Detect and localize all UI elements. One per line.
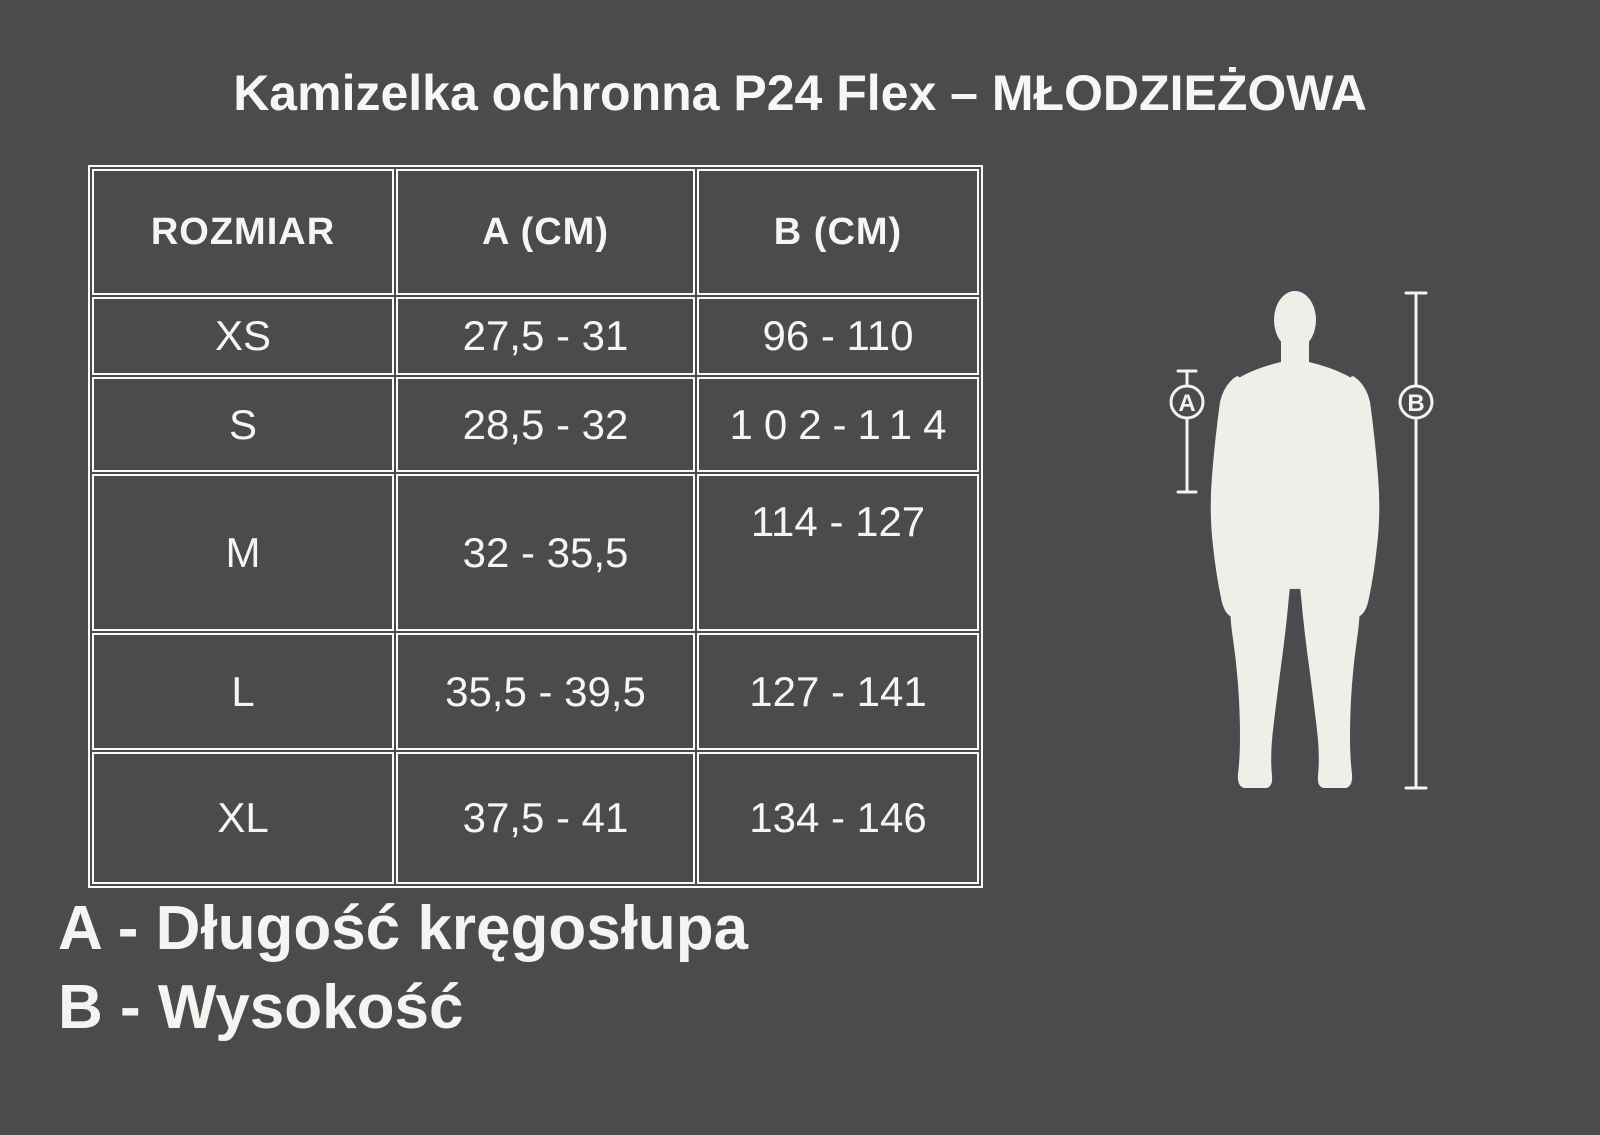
size-cell: M <box>92 474 394 631</box>
table-row: XL 37,5 - 41 134 - 146 <box>92 752 979 884</box>
b-cm-cell: 114 - 127 <box>697 474 979 631</box>
marker-a-label: A <box>1178 390 1195 417</box>
table-row: XS 27,5 - 31 96 - 110 <box>92 297 979 375</box>
a-cm-cell: 32 - 35,5 <box>396 474 695 631</box>
marker-b-label: B <box>1407 390 1424 417</box>
a-cm-cell: 37,5 - 41 <box>396 752 695 884</box>
table-row: L 35,5 - 39,5 127 - 141 <box>92 633 979 750</box>
marker-b-circle <box>1398 384 1434 420</box>
marker-a-circle <box>1169 384 1205 420</box>
table-row: M 32 - 35,5 114 - 127 <box>92 474 979 631</box>
column-header-rozmiar: ROZMIAR <box>92 169 394 295</box>
page-title: Kamizelka ochronna P24 Flex – MŁODZIEŻOW… <box>233 65 1367 121</box>
b-cm-cell: 134 - 146 <box>697 752 979 884</box>
column-header-a-cm: A (CM) <box>396 169 695 295</box>
legend-line-a: A - Długość kręgosłupa <box>58 894 749 963</box>
size-cell: S <box>92 377 394 472</box>
a-cm-cell: 28,5 - 32 <box>396 377 695 472</box>
b-cm-cell: 127 - 141 <box>697 633 979 750</box>
measurement-a-marker: A <box>1169 369 1205 494</box>
measurement-figure: A B <box>1140 280 1450 800</box>
size-cell: XL <box>92 752 394 884</box>
table-header-row: ROZMIAR A (CM) B (CM) <box>92 169 979 295</box>
measurement-b-marker: B <box>1398 291 1434 790</box>
human-silhouette <box>1210 291 1380 788</box>
size-cell: L <box>92 633 394 750</box>
legend-line-b: B - Wysokość <box>58 972 464 1042</box>
b-cm-cell: 96 - 110 <box>697 297 979 375</box>
b-cm-cell: 102-114 <box>697 377 979 472</box>
size-table: ROZMIAR A (CM) B (CM) XS 27,5 - 31 96 - … <box>88 165 983 888</box>
legend: A - Długość kręgosłupa B - Wysokość <box>58 890 748 1047</box>
size-cell: XS <box>92 297 394 375</box>
column-header-b-cm: B (CM) <box>697 169 979 295</box>
table-row: S 28,5 - 32 102-114 <box>92 377 979 472</box>
a-cm-cell: 35,5 - 39,5 <box>396 633 695 750</box>
body-silhouette-graphic: A B <box>1169 291 1434 790</box>
a-cm-cell: 27,5 - 31 <box>396 297 695 375</box>
